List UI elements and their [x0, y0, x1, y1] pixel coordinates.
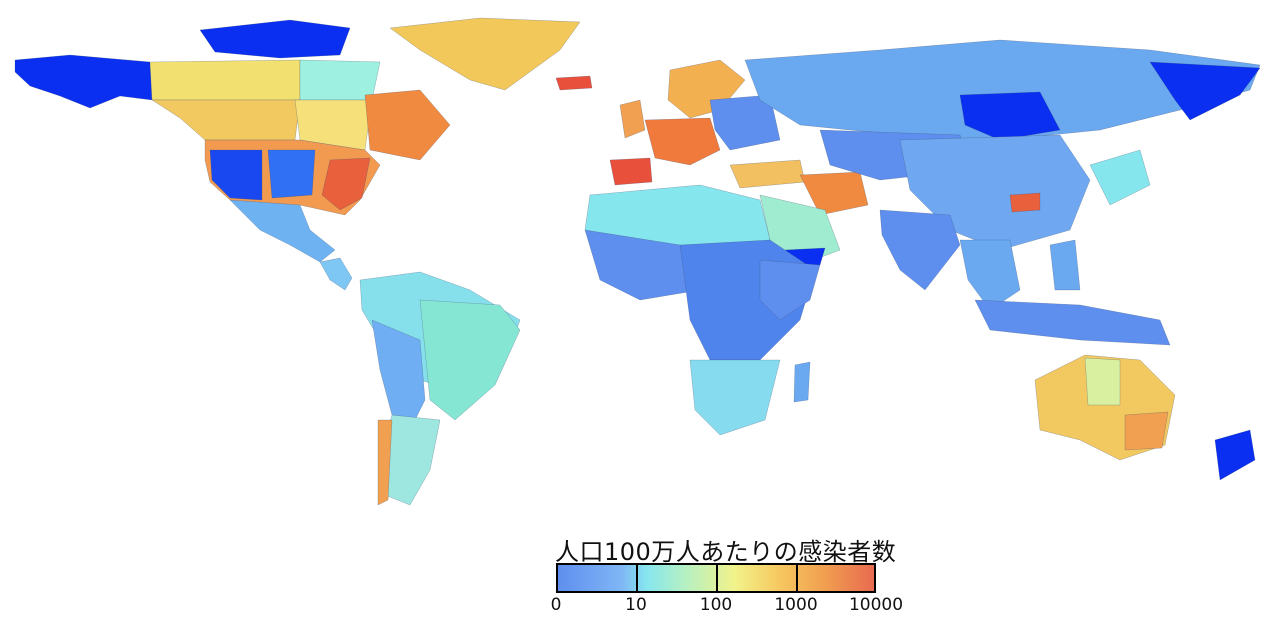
region-canada-islands — [199, 19, 351, 59]
region-uk — [619, 99, 646, 139]
region-alaska — [14, 54, 153, 109]
region-south-africa — [689, 359, 781, 436]
legend-title: 人口100万人あたりの感染者数 — [555, 538, 897, 566]
region-iceland — [555, 75, 593, 91]
region-canada-nunavut — [299, 59, 381, 101]
region-canada-north — [149, 59, 301, 101]
region-australia-victoria — [1124, 411, 1169, 451]
legend-tick-10: 10 — [625, 595, 647, 615]
legend-tick-10000: 10000 — [848, 595, 904, 615]
region-usa-west-mixed — [209, 149, 263, 201]
region-india — [879, 209, 961, 291]
legend-tick-0: 0 — [550, 595, 562, 615]
region-canada-west — [151, 99, 301, 141]
region-greenland — [389, 17, 581, 91]
region-china-hubei — [1009, 192, 1041, 213]
region-turkey — [729, 159, 806, 189]
world-map — [14, 17, 1261, 506]
legend-tick-100: 100 — [699, 595, 733, 615]
legend-divider — [636, 565, 638, 591]
region-chile — [377, 419, 393, 506]
region-east-africa — [759, 259, 821, 321]
legend-tick-1000: 1000 — [774, 595, 818, 615]
region-madagascar — [793, 361, 811, 403]
region-usa-east — [321, 157, 371, 211]
region-mexico — [229, 199, 336, 263]
region-iran — [799, 171, 869, 216]
region-usa-central-mixed — [267, 149, 316, 199]
region-spain — [609, 157, 653, 186]
legend-divider — [716, 565, 718, 591]
region-central-america — [319, 257, 353, 291]
region-canada-quebec — [364, 89, 451, 161]
region-australia-nt — [1084, 357, 1121, 406]
region-indonesia — [974, 299, 1171, 346]
region-russia-nodata — [1149, 61, 1261, 121]
legend-colorbar — [556, 563, 876, 593]
region-brazil — [419, 299, 521, 421]
region-central-europe — [644, 117, 721, 166]
region-korea-japan — [1089, 149, 1151, 206]
legend-divider — [796, 565, 798, 591]
region-new-zealand — [1214, 429, 1256, 481]
region-southeast-asia — [959, 239, 1021, 311]
region-west-africa — [584, 229, 701, 301]
region-siberia-nodata — [959, 91, 1061, 141]
region-russia — [744, 39, 1261, 141]
region-philippines — [1049, 239, 1081, 291]
